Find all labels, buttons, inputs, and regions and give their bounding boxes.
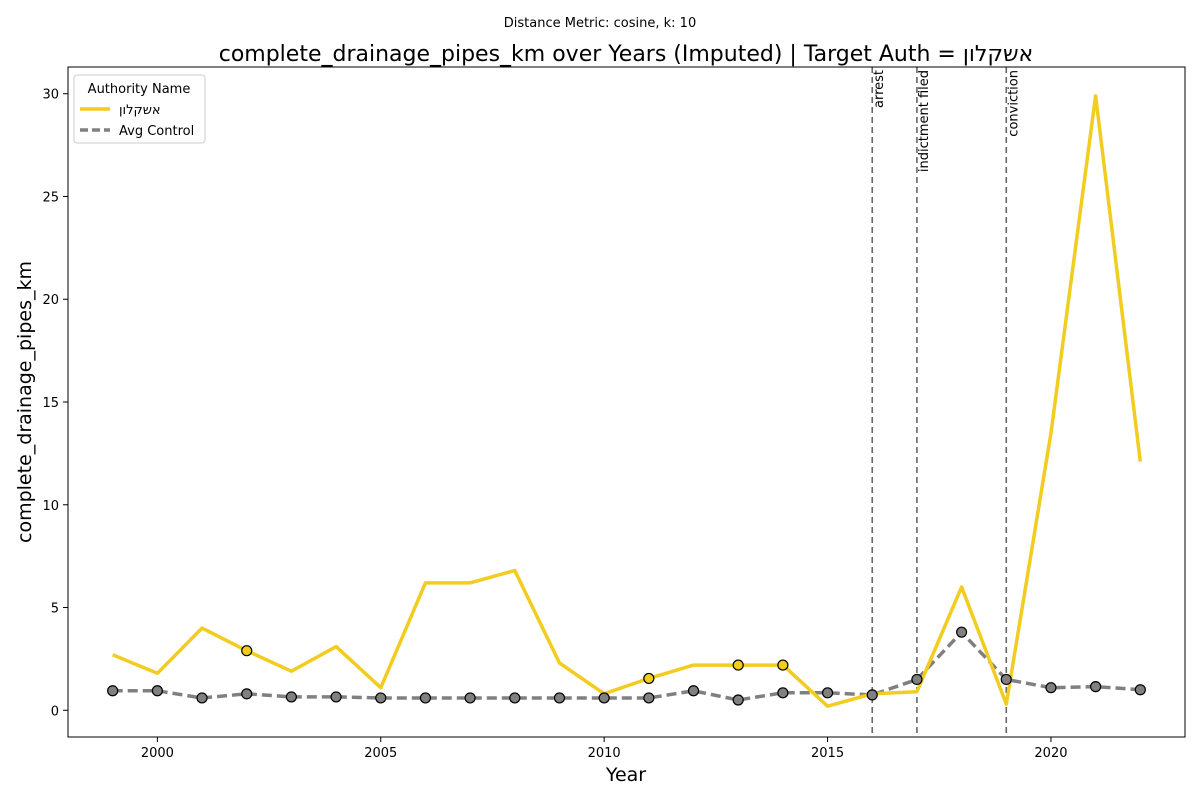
control-point (598, 692, 610, 704)
control-point (330, 691, 342, 703)
control-point (1045, 682, 1057, 694)
x-tick-label: 2000 (141, 746, 174, 761)
legend-title: Authority Name (88, 82, 191, 97)
y-tick-label: 0 (51, 704, 59, 719)
x-tick-label: 2005 (364, 746, 397, 761)
control-point (955, 626, 968, 638)
control-point (419, 692, 432, 704)
y-tick-label: 20 (42, 293, 59, 308)
chart-suptitle: Distance Metric: cosine, k: 10 (504, 16, 696, 31)
axis-ticks: 2000 2005 2010 2015 2020 0 5 10 15 20 25 30 (42, 88, 1067, 761)
x-tick-label: 2015 (811, 746, 844, 761)
x-tick-label: 2010 (588, 746, 621, 761)
y-tick-label: 30 (42, 88, 59, 103)
y-tick-label: 25 (42, 190, 59, 205)
legend-label-target: אשקלון (119, 103, 161, 118)
control-point (151, 685, 163, 697)
control-point (509, 692, 521, 704)
target-imputed-point (777, 659, 789, 671)
legend-box (73, 74, 206, 144)
event-label-1: indictment filed (917, 70, 932, 172)
x-axis-label: Year (605, 764, 646, 786)
event-label-2: conviction (1006, 70, 1021, 137)
y-tick-label: 5 (51, 602, 59, 617)
control-point (196, 692, 208, 704)
control-point (241, 688, 253, 700)
legend-label-control: Avg Control (119, 124, 194, 139)
y-tick-label: 15 (42, 396, 59, 411)
target-imputed-point (732, 659, 744, 671)
control-point (643, 692, 655, 704)
control-point (1000, 673, 1012, 686)
control-point (911, 673, 923, 686)
chart-title: complete_drainage_pipes_km over Years (I… (219, 42, 1034, 67)
control-point (1134, 684, 1146, 696)
series-line-control (112, 629, 1141, 702)
control-point (553, 692, 566, 704)
y-axis-label: complete_drainage_pipes_km (14, 261, 36, 543)
series-line-target (112, 94, 1143, 708)
control-point (777, 687, 789, 699)
control-point (375, 692, 387, 704)
event-label-0: arrest (872, 70, 887, 108)
control-point (732, 694, 744, 706)
control-point (821, 687, 834, 699)
legend: Authority Name אשקלון Avg Control (73, 74, 206, 144)
control-point (464, 692, 476, 704)
control-point (107, 685, 119, 697)
target-imputed-point (643, 672, 655, 685)
x-tick-label: 2020 (1034, 746, 1067, 761)
control-point (285, 691, 297, 703)
control-point (866, 689, 878, 701)
control-point (687, 685, 700, 697)
plot-area: arrest indictment filed conviction (107, 67, 1146, 737)
control-point (1090, 681, 1102, 693)
y-tick-label: 10 (42, 499, 59, 514)
target-imputed-point (241, 645, 253, 657)
